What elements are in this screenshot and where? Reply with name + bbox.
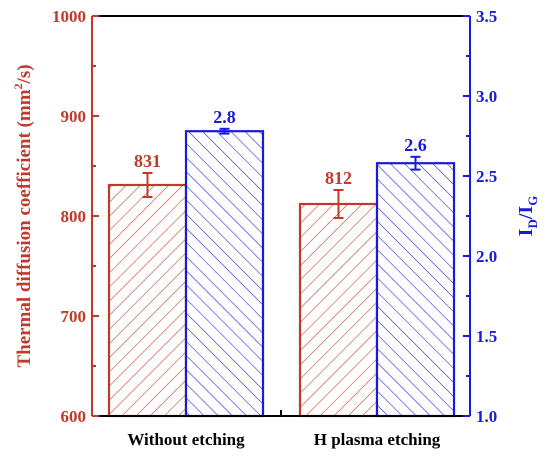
y-right-tick-label: 3.0 [476, 87, 497, 106]
y-right-tick-label: 2.5 [476, 167, 497, 186]
data-label-left-1: 812 [325, 168, 352, 188]
data-label-left-0: 831 [134, 151, 161, 171]
y-left-tick-label: 600 [61, 407, 87, 426]
bar-hatch-left-1 [298, 202, 379, 418]
y-right-tick-label: 2.0 [476, 247, 497, 266]
y-right-tick-label: 1.0 [476, 407, 497, 426]
y-left-tick-label: 1000 [52, 7, 86, 26]
y-left-tick-label: 800 [61, 207, 87, 226]
y-left-axis-title: Thermal diffusion coefficient (mm2/s) [11, 64, 35, 367]
bar-hatch-right-1 [375, 162, 456, 418]
y-right-tick-label: 1.5 [476, 327, 497, 346]
data-label-right-1: 2.6 [404, 135, 427, 155]
bar-hatch-left-0 [107, 183, 188, 418]
y-left-tick-label: 700 [61, 307, 87, 326]
data-label-right-0: 2.8 [213, 107, 236, 127]
x-tick-label-h-plasma-etching: H plasma etching [314, 430, 441, 449]
x-tick-label-without-etching: Without etching [127, 430, 245, 449]
bar-hatch-right-0 [184, 130, 265, 418]
y-right-axis-title: ID/IG [515, 196, 540, 237]
y-left-tick-label: 900 [61, 107, 87, 126]
y-right-tick-label: 3.5 [476, 7, 497, 26]
